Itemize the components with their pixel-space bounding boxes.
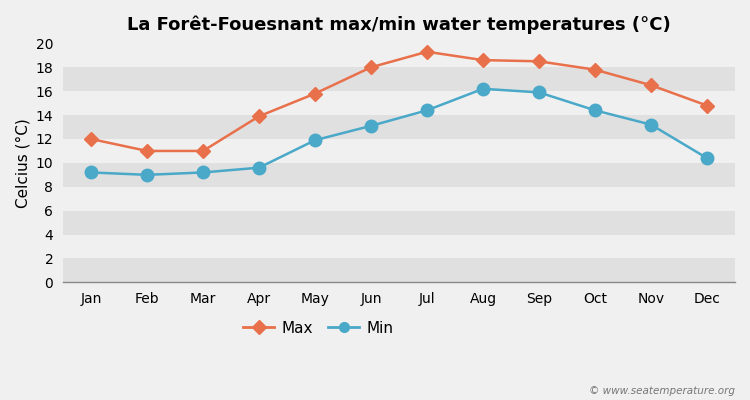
Max xyxy=(646,83,656,88)
Min xyxy=(199,170,208,175)
Bar xyxy=(63,91,735,115)
Max xyxy=(142,148,152,153)
Max xyxy=(310,91,320,96)
Max xyxy=(86,136,95,141)
Min xyxy=(478,86,488,91)
Line: Max: Max xyxy=(86,47,712,156)
Y-axis label: Celcius (°C): Celcius (°C) xyxy=(15,118,30,208)
Min xyxy=(142,172,152,177)
Min xyxy=(254,165,263,170)
Min xyxy=(535,90,544,95)
Text: © www.seatemperature.org: © www.seatemperature.org xyxy=(589,386,735,396)
Bar xyxy=(63,211,735,234)
Min xyxy=(422,108,431,113)
Title: La Forêt-Fouesnant max/min water temperatures (°C): La Forêt-Fouesnant max/min water tempera… xyxy=(128,15,671,34)
Bar xyxy=(63,234,735,258)
Max xyxy=(199,148,208,153)
Bar xyxy=(63,139,735,163)
Bar xyxy=(63,115,735,139)
Max xyxy=(590,67,599,72)
Max xyxy=(478,58,488,62)
Max xyxy=(535,59,544,64)
Legend: Max, Min: Max, Min xyxy=(237,314,400,342)
Max xyxy=(703,103,712,108)
Min xyxy=(86,170,95,175)
Min xyxy=(646,122,656,127)
Bar xyxy=(63,67,735,91)
Line: Min: Min xyxy=(85,82,713,181)
Bar xyxy=(63,258,735,282)
Min xyxy=(703,156,712,160)
Max xyxy=(367,65,376,70)
Bar xyxy=(63,187,735,211)
Min xyxy=(310,138,320,142)
Min xyxy=(590,108,599,113)
Max xyxy=(254,114,263,119)
Min xyxy=(367,124,376,128)
Max xyxy=(422,49,431,54)
Bar xyxy=(63,43,735,67)
Bar xyxy=(63,163,735,187)
